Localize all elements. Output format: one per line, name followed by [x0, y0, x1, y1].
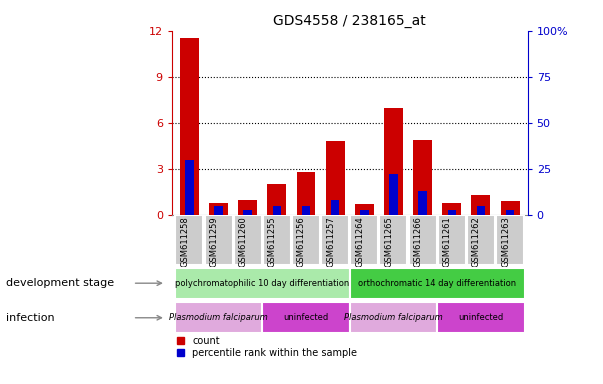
Bar — [209, 203, 228, 215]
FancyBboxPatch shape — [496, 215, 524, 265]
Text: GSM611261: GSM611261 — [443, 217, 452, 267]
Bar — [331, 200, 339, 215]
Bar — [214, 206, 223, 215]
FancyBboxPatch shape — [292, 215, 320, 265]
Title: GDS4558 / 238165_at: GDS4558 / 238165_at — [273, 14, 426, 28]
Text: uninfected: uninfected — [283, 313, 329, 322]
Bar — [185, 160, 194, 215]
Text: GSM611259: GSM611259 — [209, 217, 218, 267]
FancyBboxPatch shape — [321, 215, 349, 265]
Bar — [389, 174, 398, 215]
FancyBboxPatch shape — [438, 215, 466, 265]
FancyBboxPatch shape — [409, 215, 437, 265]
Text: infection: infection — [6, 313, 55, 323]
Text: GSM611255: GSM611255 — [268, 217, 277, 267]
Text: GSM611256: GSM611256 — [297, 217, 306, 267]
Bar — [267, 184, 286, 215]
Bar — [443, 203, 461, 215]
Bar — [355, 204, 374, 215]
Bar — [326, 141, 345, 215]
Text: development stage: development stage — [6, 278, 114, 288]
Bar — [384, 108, 403, 215]
Bar — [302, 206, 311, 215]
Text: GSM611262: GSM611262 — [472, 217, 481, 267]
Bar — [273, 206, 281, 215]
FancyBboxPatch shape — [175, 215, 203, 265]
Bar — [472, 195, 490, 215]
FancyBboxPatch shape — [379, 215, 408, 265]
Bar — [506, 210, 514, 215]
FancyBboxPatch shape — [175, 302, 262, 333]
Text: GSM611258: GSM611258 — [180, 217, 189, 267]
Bar — [180, 38, 199, 215]
Text: GSM611264: GSM611264 — [355, 217, 364, 267]
FancyBboxPatch shape — [175, 268, 350, 299]
Text: GSM611257: GSM611257 — [326, 217, 335, 267]
FancyBboxPatch shape — [262, 302, 350, 333]
Bar — [238, 200, 257, 215]
FancyBboxPatch shape — [263, 215, 291, 265]
Text: Plasmodium falciparum: Plasmodium falciparum — [169, 313, 268, 322]
Text: GSM611260: GSM611260 — [239, 217, 248, 267]
Text: polychromatophilic 10 day differentiation: polychromatophilic 10 day differentiatio… — [175, 279, 349, 288]
FancyBboxPatch shape — [437, 302, 525, 333]
Bar — [500, 201, 520, 215]
Text: Plasmodium falciparum: Plasmodium falciparum — [344, 313, 443, 322]
FancyBboxPatch shape — [350, 268, 525, 299]
Text: GSM611266: GSM611266 — [414, 217, 423, 267]
FancyBboxPatch shape — [234, 215, 262, 265]
Bar — [360, 210, 368, 215]
FancyBboxPatch shape — [350, 215, 378, 265]
Bar — [413, 140, 432, 215]
Text: orthochromatic 14 day differentiation: orthochromatic 14 day differentiation — [358, 279, 516, 288]
Bar — [418, 191, 427, 215]
FancyBboxPatch shape — [467, 215, 495, 265]
Legend: count, percentile rank within the sample: count, percentile rank within the sample — [177, 336, 357, 358]
Bar — [244, 210, 252, 215]
Text: uninfected: uninfected — [458, 313, 504, 322]
Text: GSM611265: GSM611265 — [385, 217, 394, 267]
Bar — [447, 210, 456, 215]
Text: GSM611263: GSM611263 — [501, 217, 510, 267]
Bar — [477, 206, 485, 215]
Bar — [297, 172, 315, 215]
FancyBboxPatch shape — [204, 215, 233, 265]
FancyBboxPatch shape — [350, 302, 437, 333]
